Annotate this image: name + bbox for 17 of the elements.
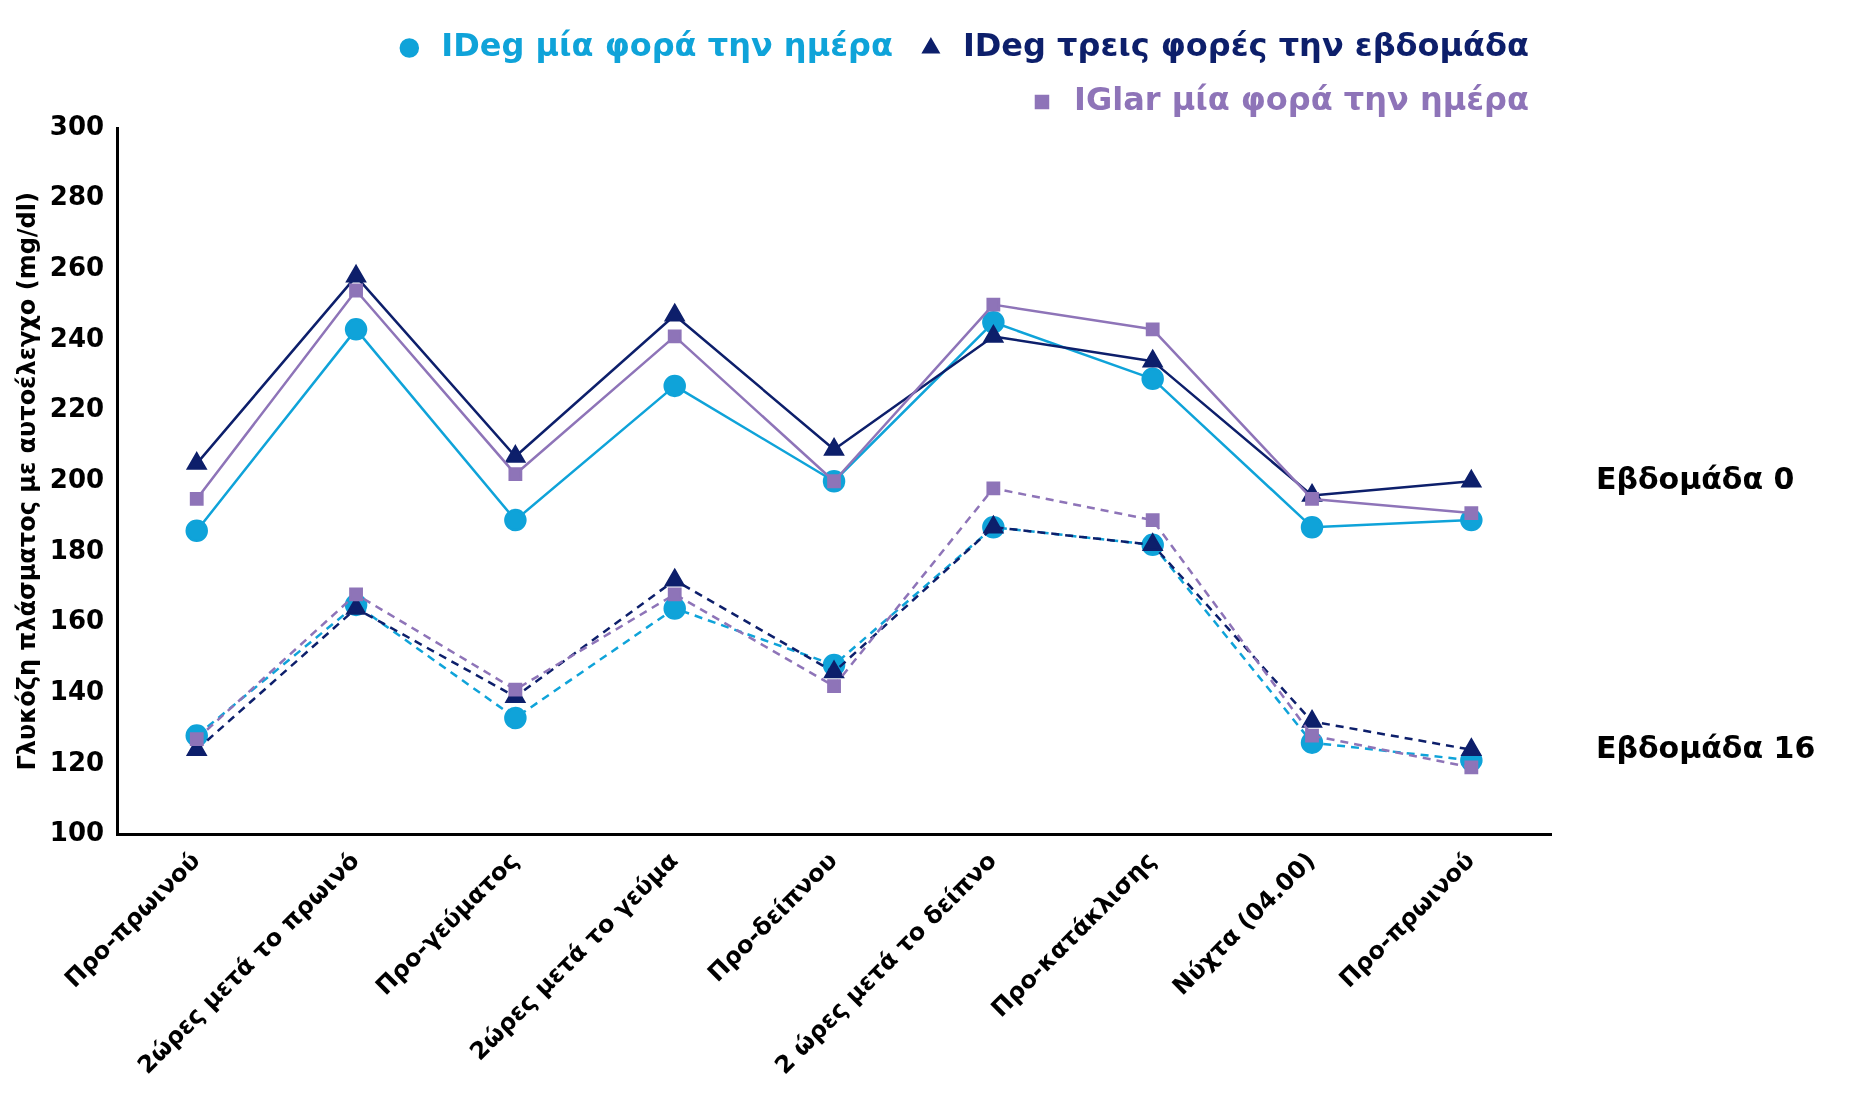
y-tick-label: 280 [49, 181, 105, 212]
y-tick-label: 300 [49, 110, 105, 141]
text: Εβδομάδα 16 [1596, 729, 1816, 765]
y-tick-label: 120 [49, 746, 105, 777]
legend-label: IGlar μία φορά την ημέρα [1073, 80, 1529, 119]
text: Εβδομάδα 0 [1596, 461, 1795, 497]
y-tick-label: 180 [49, 534, 105, 565]
legend-label: IDeg τρεις φορές την εβδομάδα [962, 26, 1529, 65]
y-tick-label: 140 [49, 675, 105, 706]
y-axis-title: Γλυκόζη πλάσματος με αυτοέλεγχο (mg/dl) [12, 192, 41, 771]
legend-label: IDeg μία φορά την ημέρα [441, 26, 893, 65]
y-tick-label: 240 [49, 322, 105, 353]
y-tick-label: 100 [49, 817, 105, 848]
y-tick-label: 160 [49, 605, 105, 636]
y-tick-label: 220 [49, 393, 105, 424]
y-tick-label: 260 [49, 252, 105, 283]
y-tick-label: 200 [49, 464, 105, 495]
